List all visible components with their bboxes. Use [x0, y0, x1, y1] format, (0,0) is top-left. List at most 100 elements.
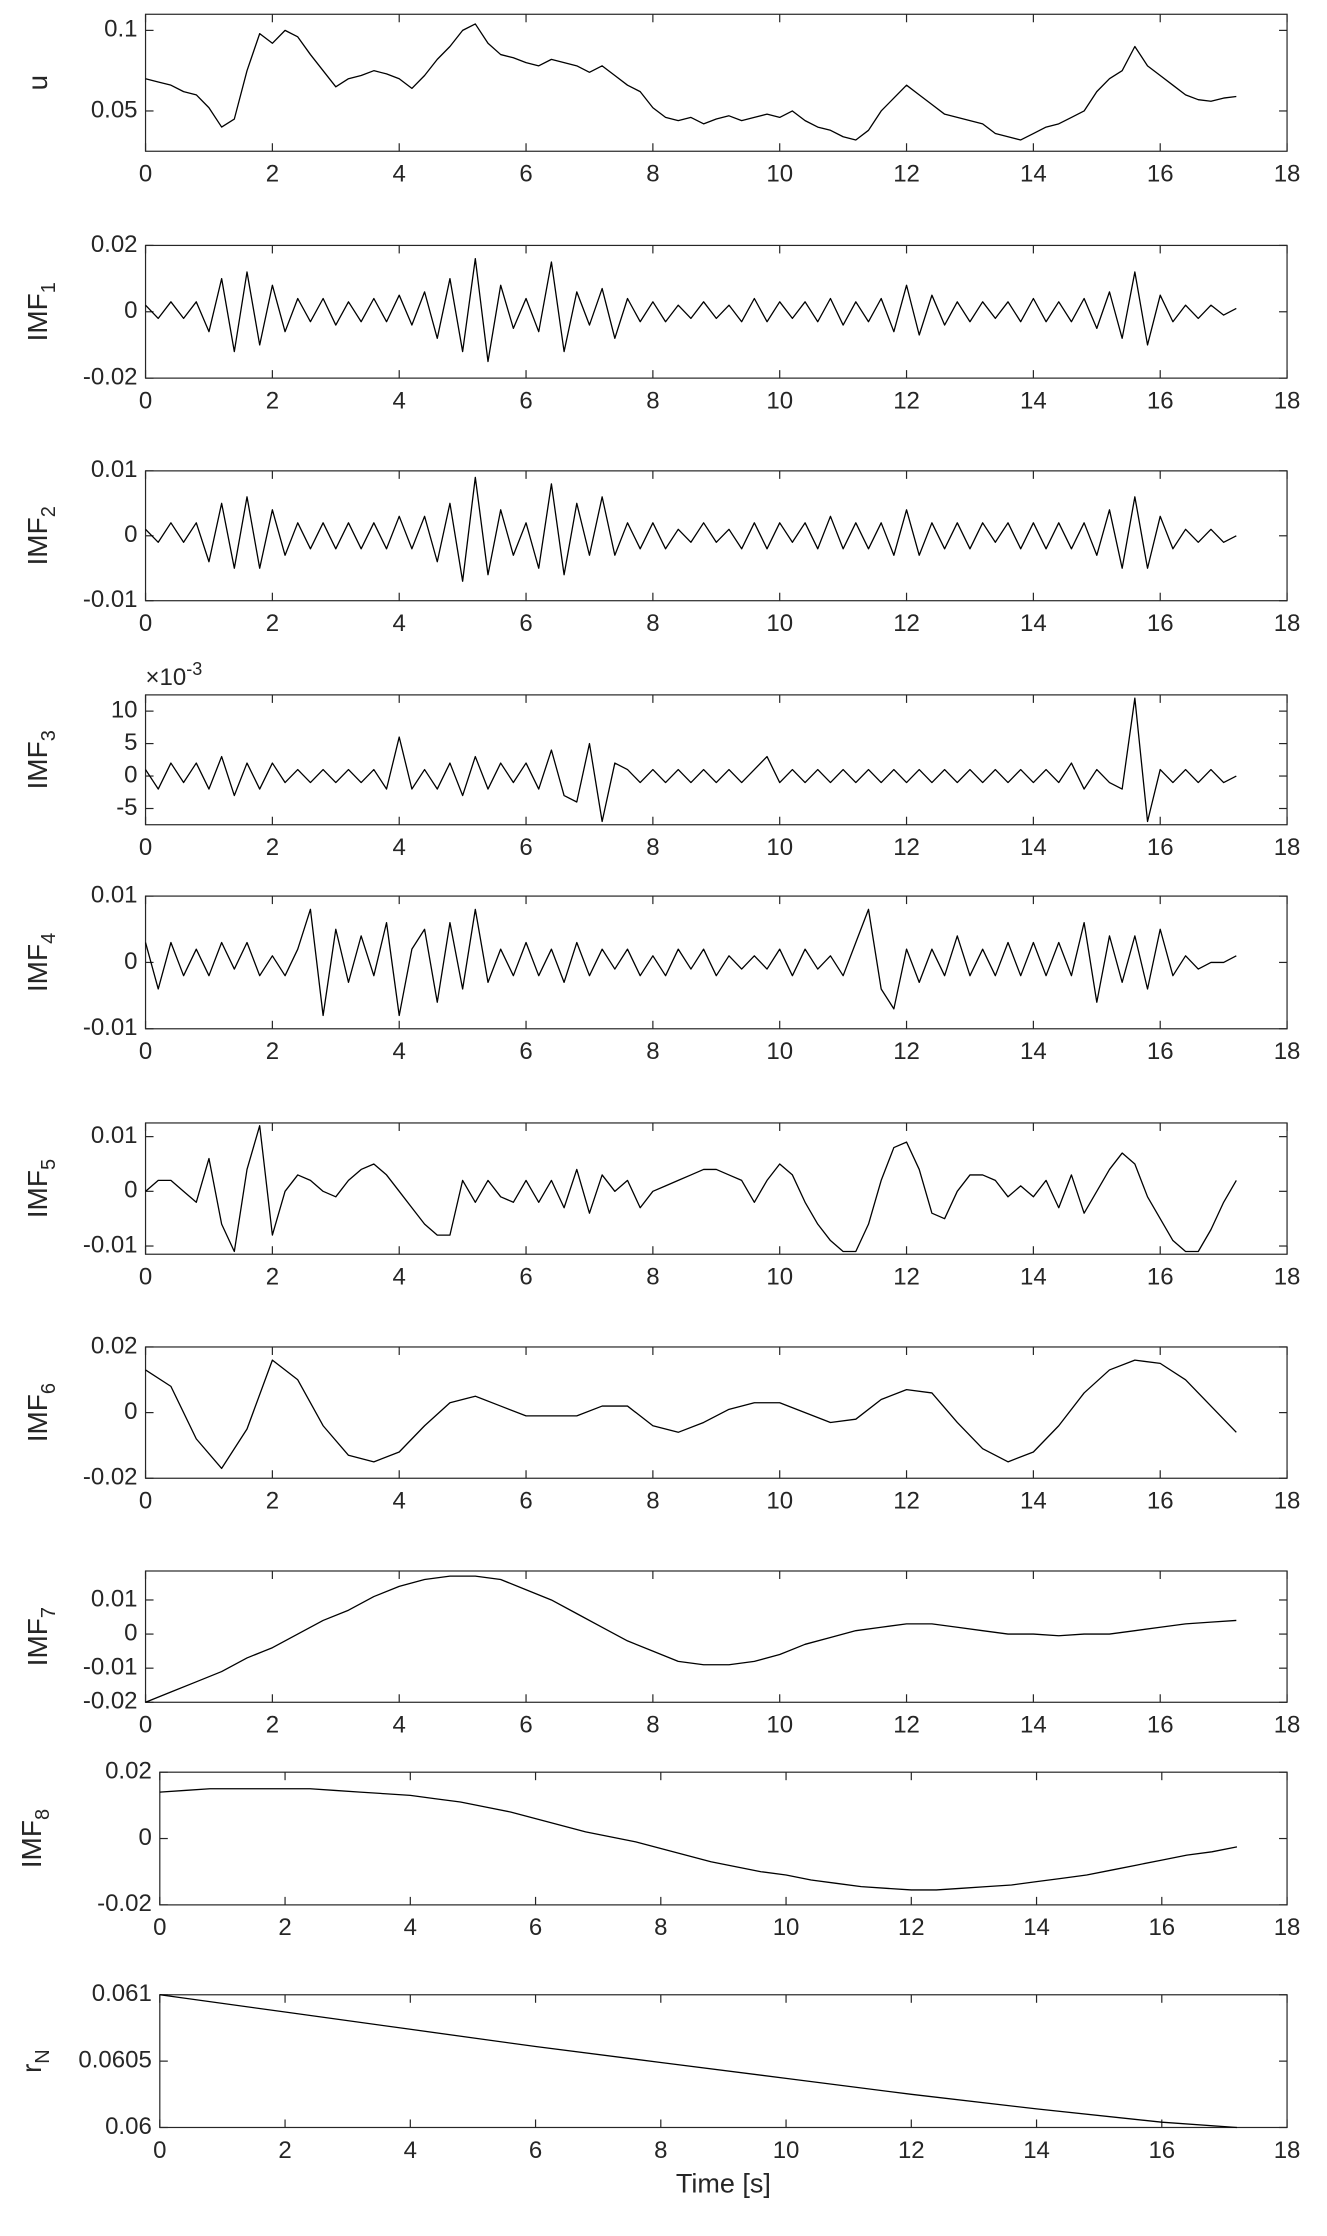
x-tick-label: 4 [393, 834, 406, 861]
x-tick-label: 4 [393, 387, 406, 414]
y-tick-label: -0.01 [83, 1231, 138, 1258]
x-tick-label: 8 [646, 161, 659, 188]
x-tick-label: 2 [266, 1712, 279, 1739]
x-tick-label: 6 [519, 834, 532, 861]
x-tick-label: 0 [139, 1038, 152, 1065]
x-tick-label: 12 [893, 1264, 920, 1291]
axes-frame [159, 1771, 1288, 1906]
x-tick-label: 0 [139, 1264, 152, 1291]
y-tick-label: 0 [138, 1824, 151, 1851]
x-tick-label: 16 [1147, 1038, 1174, 1065]
x-tick-label: 2 [266, 387, 279, 414]
y-axis-label: IMF2 [22, 506, 60, 565]
y-label-text: IMF [17, 1820, 48, 1868]
axes-frame [144, 13, 1288, 152]
signal-line [159, 1994, 1237, 2129]
x-tick-label: 18 [1274, 2137, 1301, 2164]
x-tick-label: 14 [1023, 2137, 1050, 2164]
x-tick-label: 16 [1147, 387, 1174, 414]
y-label-text: IMF [22, 1618, 53, 1666]
x-tick-label: 8 [646, 387, 659, 414]
x-tick-label: 14 [1020, 161, 1047, 188]
x-tick-label: 6 [529, 2137, 542, 2164]
multiplier-exp: -3 [186, 659, 202, 679]
y-label-sub: N [33, 2049, 55, 2063]
x-tick-label: 0 [153, 2137, 166, 2164]
y-tick-label: 0.1 [104, 16, 137, 43]
x-tick-label: 8 [646, 1488, 659, 1515]
y-tick-label: 0.05 [91, 96, 138, 123]
x-tick-label: 12 [898, 1914, 925, 1941]
x-tick-label: 12 [893, 1038, 920, 1065]
signal-line [145, 1575, 1237, 1703]
y-tick-label: 0.02 [105, 1758, 152, 1785]
y-tick-label: 0 [124, 1398, 137, 1425]
y-axis-label: IMF1 [22, 282, 60, 341]
signal-line [145, 23, 1237, 141]
x-tick-label: 18 [1274, 1264, 1301, 1291]
signal-line [145, 476, 1237, 582]
y-axis-label: IMF5 [22, 1159, 60, 1218]
y-label-sub: 1 [38, 282, 60, 293]
x-tick-label: 12 [893, 161, 920, 188]
x-tick-label: 12 [893, 1488, 920, 1515]
y-tick-label: 5 [124, 729, 137, 756]
x-tick-label: 18 [1274, 161, 1301, 188]
x-tick-label: 10 [766, 1488, 793, 1515]
y-tick-label: 0.061 [92, 1980, 152, 2007]
x-tick-label: 2 [266, 834, 279, 861]
x-tick-label: 18 [1274, 1488, 1301, 1515]
x-tick-label: 10 [766, 610, 793, 637]
x-tick-label: 8 [654, 1914, 667, 1941]
x-tick-label: 6 [519, 1712, 532, 1739]
x-tick-label: 2 [278, 1914, 291, 1941]
y-tick-label: 0 [124, 1177, 137, 1204]
signal-line [145, 258, 1237, 363]
x-tick-label: 2 [266, 1038, 279, 1065]
x-tick-label: 14 [1020, 387, 1047, 414]
y-axis-label: IMF8 [17, 1809, 55, 1868]
signal-line [159, 1788, 1238, 1891]
x-tick-label: 16 [1148, 1914, 1175, 1941]
subplot: 0 2 4 6 8 10 12 14 16 18 0.06 0.0605 0.061 rN Time [s] [17, 1980, 1301, 2198]
axes-frame [144, 694, 1288, 826]
signal-line [144, 697, 1237, 823]
x-tick-label: 14 [1020, 1712, 1047, 1739]
y-tick-label: 0.01 [91, 1122, 138, 1149]
multiplier-text: ×10 [146, 664, 187, 691]
x-tick-label: 10 [766, 1038, 793, 1065]
y-tick-label: 0.02 [91, 231, 138, 258]
signal-line [144, 908, 1237, 1017]
x-tick-label: 18 [1274, 1914, 1301, 1941]
y-label-text: IMF [22, 293, 53, 341]
y-label-text: IMF [22, 944, 53, 992]
x-tick-label: 12 [893, 1712, 920, 1739]
y-axis-label: IMF7 [22, 1607, 60, 1666]
x-tick-label: 8 [654, 2137, 667, 2164]
x-tick-label: 18 [1274, 610, 1301, 637]
y-axis-label: IMF6 [22, 1383, 60, 1442]
axes-frame [144, 1346, 1288, 1479]
subplot: 0 2 4 6 8 10 12 14 16 18 -0.02 -0.01 0 0.01 IMF7 [22, 1570, 1301, 1739]
y-tick-label: -0.01 [83, 1654, 138, 1681]
y-tick-label: 10 [111, 696, 138, 723]
y-axis-label: IMF4 [22, 933, 60, 992]
x-tick-label: 8 [646, 1264, 659, 1291]
x-tick-label: 18 [1274, 1712, 1301, 1739]
y-tick-label: -0.02 [83, 1688, 138, 1715]
x-tick-label: 14 [1020, 1038, 1047, 1065]
y-tick-label: 0 [124, 948, 137, 975]
subplot: 0 2 4 6 8 10 12 14 16 18 0.05 0.1 u [22, 13, 1301, 188]
x-tick-label: 16 [1147, 834, 1174, 861]
y-label-sub: 6 [38, 1383, 60, 1394]
y-label-sub: 7 [38, 1607, 60, 1618]
x-tick-label: 8 [646, 1038, 659, 1065]
x-tick-label: 6 [519, 1038, 532, 1065]
